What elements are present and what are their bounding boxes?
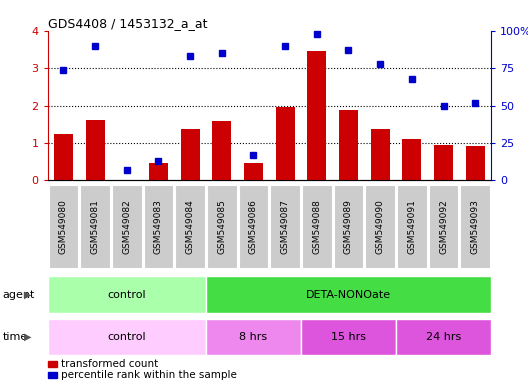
Bar — [307, 51, 326, 180]
Text: GSM549090: GSM549090 — [375, 199, 385, 254]
Bar — [371, 129, 390, 180]
Bar — [276, 107, 295, 180]
Text: GSM549083: GSM549083 — [154, 199, 163, 254]
Text: GSM549082: GSM549082 — [122, 199, 131, 254]
Text: agent: agent — [3, 290, 35, 300]
Text: 8 hrs: 8 hrs — [239, 332, 268, 342]
Text: GSM549084: GSM549084 — [185, 199, 195, 254]
Text: GDS4408 / 1453132_a_at: GDS4408 / 1453132_a_at — [48, 17, 207, 30]
Bar — [434, 145, 453, 180]
Bar — [86, 120, 105, 180]
Text: GSM549091: GSM549091 — [407, 199, 417, 254]
Text: control: control — [107, 290, 146, 300]
Text: GSM549080: GSM549080 — [59, 199, 68, 254]
Text: GSM549089: GSM549089 — [344, 199, 353, 254]
Text: GSM549087: GSM549087 — [280, 199, 290, 254]
Text: GSM549093: GSM549093 — [470, 199, 480, 254]
Bar — [339, 111, 358, 180]
Text: control: control — [107, 332, 146, 342]
Text: GSM549088: GSM549088 — [312, 199, 322, 254]
Text: ▶: ▶ — [24, 290, 31, 300]
Text: DETA-NONOate: DETA-NONOate — [306, 290, 391, 300]
Text: GSM549081: GSM549081 — [90, 199, 100, 254]
Text: percentile rank within the sample: percentile rank within the sample — [61, 370, 237, 380]
Text: GSM549085: GSM549085 — [217, 199, 227, 254]
Text: 24 hrs: 24 hrs — [426, 332, 461, 342]
Text: time: time — [3, 332, 28, 342]
Bar — [244, 163, 263, 180]
Bar — [54, 134, 73, 180]
Bar — [212, 121, 231, 180]
Text: transformed count: transformed count — [61, 359, 158, 369]
Text: ▶: ▶ — [24, 332, 31, 342]
Text: 15 hrs: 15 hrs — [331, 332, 366, 342]
Text: GSM549086: GSM549086 — [249, 199, 258, 254]
Bar — [466, 146, 485, 180]
Bar — [402, 139, 421, 180]
Bar — [149, 162, 168, 180]
Bar — [181, 129, 200, 180]
Text: GSM549092: GSM549092 — [439, 199, 448, 254]
